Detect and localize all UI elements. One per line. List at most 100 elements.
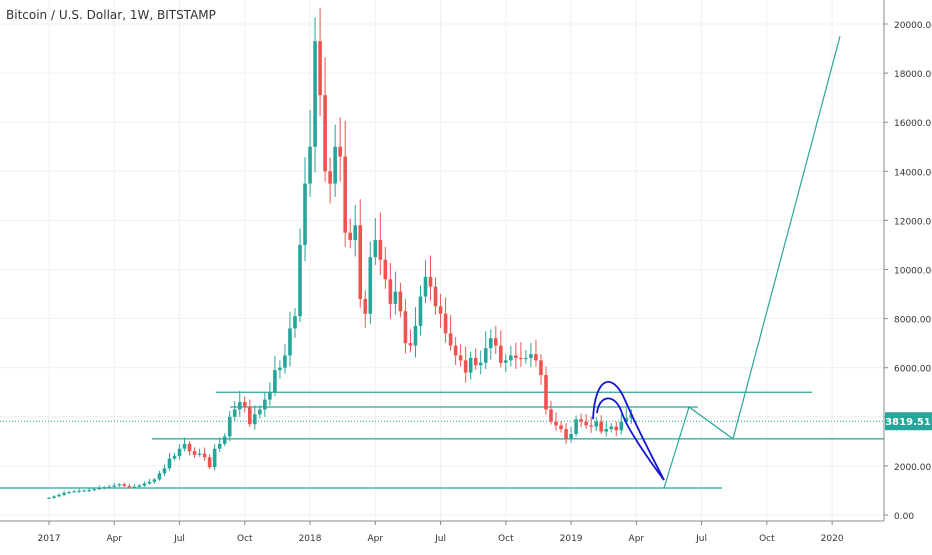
candle-body <box>509 355 513 361</box>
candles <box>47 8 634 500</box>
candle-body <box>157 473 162 480</box>
candle-body <box>358 225 363 299</box>
y-tick-label: 2000.00 <box>894 463 931 473</box>
candle-body <box>579 419 583 422</box>
last-price-tag <box>885 412 932 431</box>
candle-body <box>348 232 352 241</box>
candle-body <box>343 156 347 233</box>
candle-body <box>127 486 132 488</box>
candle-body <box>147 481 152 484</box>
arc-drawing <box>592 381 665 481</box>
y-tick-label: 8000.00 <box>894 316 931 326</box>
candle-body <box>242 402 247 407</box>
candle-body <box>172 456 177 459</box>
candle-body <box>77 490 81 492</box>
candle-body <box>378 240 383 260</box>
candle-body <box>288 328 292 356</box>
candle-body <box>564 429 568 439</box>
candle-body <box>232 409 237 417</box>
candle-body <box>373 240 378 258</box>
x-tick-label: Apr <box>629 534 645 544</box>
candle-body <box>599 421 603 432</box>
candle-body <box>293 316 297 329</box>
candle-body <box>428 276 433 287</box>
x-tick-label: Jul <box>173 534 185 544</box>
x-tick-label: Apr <box>368 534 384 544</box>
candle-body <box>544 375 548 410</box>
candle-body <box>187 443 192 452</box>
candle-body <box>253 414 257 425</box>
y-tick-label: 10000.00 <box>894 267 932 277</box>
candle-body <box>408 343 413 346</box>
candle-body <box>514 355 518 358</box>
x-tick-label: Jul <box>695 534 707 544</box>
grid <box>0 0 884 521</box>
candle-body <box>167 458 172 469</box>
candle-body <box>559 425 563 430</box>
candle-body <box>97 487 101 490</box>
candle-body <box>313 41 317 147</box>
candle-body <box>423 276 428 297</box>
candle-body <box>453 345 458 356</box>
candle-body <box>403 311 408 344</box>
candle-body <box>574 419 578 434</box>
candle-body <box>524 357 528 360</box>
symbol-title: Bitcoin / U.S. Dollar, 1W, BITSTAMP <box>6 8 216 22</box>
candle-body <box>132 486 137 488</box>
candle-body <box>222 436 227 444</box>
candle-body <box>72 491 76 493</box>
candle-body <box>323 95 327 172</box>
candle-body <box>273 370 277 393</box>
candle-body <box>328 171 332 184</box>
candle-body <box>398 291 403 312</box>
candle-body <box>248 406 252 425</box>
candle-body <box>504 360 508 363</box>
candle-body <box>519 357 523 360</box>
candle-body <box>217 443 222 449</box>
candle-body <box>388 279 393 304</box>
arc-drawing <box>596 397 665 481</box>
candle-body <box>92 489 96 491</box>
x-tick-label: 2018 <box>299 534 322 544</box>
candle-body <box>473 357 478 366</box>
x-tick-label: 2017 <box>38 534 61 544</box>
candle-body <box>624 418 629 422</box>
candle-body <box>418 296 423 326</box>
candle-body <box>177 448 182 457</box>
candle-body <box>278 367 282 371</box>
candle-body <box>227 416 232 437</box>
candle-body <box>268 392 272 400</box>
candle-body <box>584 421 588 426</box>
candle-body <box>87 489 91 491</box>
candle-body <box>112 485 117 487</box>
candle-body <box>182 443 187 449</box>
candle-body <box>448 333 453 346</box>
candle-body <box>499 345 503 363</box>
arc-drawings[interactable] <box>592 381 665 481</box>
candle-body <box>318 41 322 96</box>
candle-body <box>483 348 488 363</box>
candle-body <box>162 468 167 474</box>
candle-body <box>333 146 337 184</box>
y-tick-label: 14000.00 <box>894 168 932 178</box>
candle-body <box>152 479 157 482</box>
drawing-tools[interactable] <box>0 36 884 489</box>
y-tick-label: 0.00 <box>894 512 914 522</box>
y-tick-label: 16000.00 <box>894 119 932 129</box>
candle-body <box>383 259 388 280</box>
candle-body <box>212 448 217 468</box>
candle-body <box>433 286 438 307</box>
candle-body <box>192 451 197 455</box>
candle-body <box>463 360 468 373</box>
candle-body <box>604 429 609 432</box>
candle-body <box>52 496 56 498</box>
candle-body <box>107 486 112 488</box>
candle-body <box>142 483 147 486</box>
candle-body <box>468 357 473 373</box>
candle-body <box>47 497 51 499</box>
candle-body <box>539 360 543 376</box>
y-tick-label: 12000.00 <box>894 217 932 227</box>
y-tick-label: 20000.00 <box>894 21 932 31</box>
